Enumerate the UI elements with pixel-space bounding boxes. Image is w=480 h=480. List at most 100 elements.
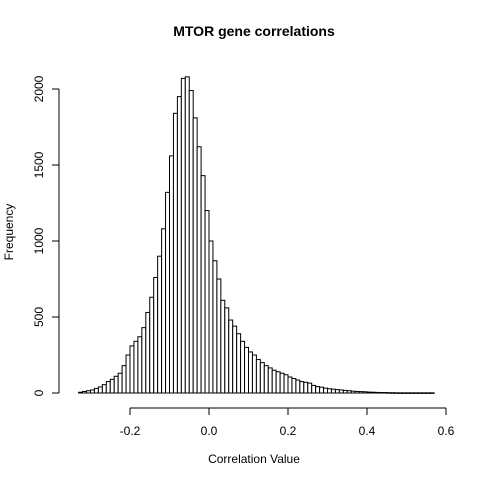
histogram-bar (97, 386, 103, 394)
histogram-bar (386, 392, 392, 394)
histogram-bar (417, 392, 423, 394)
chart-title: MTOR gene correlations (173, 23, 335, 39)
histogram-bar (129, 345, 135, 394)
y-axis-label: Frequency (2, 204, 16, 261)
histogram-bar (200, 175, 206, 394)
histogram-bar (394, 392, 400, 394)
histogram-bar (259, 362, 265, 394)
x-tick-label: 0.2 (280, 424, 297, 438)
histogram-bar (406, 392, 411, 394)
histogram-bar (212, 260, 218, 394)
histogram-bar (327, 388, 332, 394)
histogram-bar (78, 391, 84, 394)
histogram-bar (382, 392, 388, 394)
histogram-bar (346, 390, 352, 394)
y-tick-label: 1000 (32, 227, 46, 254)
histogram-bar (236, 333, 242, 394)
histogram-bar (232, 325, 238, 394)
histogram-bar (240, 340, 246, 394)
histogram-bar (248, 351, 253, 394)
histogram-bar (157, 255, 163, 394)
histogram-bar (90, 389, 95, 394)
histogram-bar (413, 392, 419, 394)
histogram-bar (109, 378, 115, 394)
histogram-bar (323, 387, 328, 394)
histogram-bar (255, 359, 261, 394)
histogram-bar (279, 372, 285, 394)
histogram-bar (113, 375, 119, 394)
histogram-bar (196, 146, 202, 394)
histogram-bar (204, 210, 210, 394)
histogram-bar (125, 354, 131, 394)
histogram-bar (165, 191, 171, 394)
histogram-bar (342, 389, 348, 394)
histogram-bar (334, 389, 340, 394)
histogram-bar (161, 228, 167, 394)
histogram-bar (216, 278, 222, 394)
histogram-bar (287, 376, 293, 394)
histogram-bar (378, 392, 384, 394)
histogram-bar (145, 311, 151, 394)
histogram-bar (307, 382, 313, 394)
histogram-bar (244, 346, 250, 394)
histogram-bar (224, 307, 230, 394)
histogram-bar (370, 391, 376, 394)
x-axis-label: Correlation Value (208, 452, 300, 466)
histogram-bar (208, 240, 214, 394)
histogram-bar (299, 381, 305, 394)
histogram-bar (409, 392, 415, 394)
histogram-bar (421, 392, 427, 394)
histogram-bar (133, 340, 139, 394)
histogram-bar (283, 374, 289, 394)
histogram-bar (137, 336, 143, 394)
x-tick-label: 0.4 (359, 424, 376, 438)
histogram-bar (319, 386, 325, 394)
histogram-bar (86, 390, 92, 394)
histogram-bar (362, 391, 368, 394)
histogram-bar (315, 386, 321, 394)
histogram-bar (121, 365, 127, 394)
y-axis: 0 500 1000 1500 2000 (32, 75, 60, 396)
histogram-bar (358, 391, 364, 394)
histogram-bar (330, 388, 336, 394)
histogram-bar (295, 379, 301, 394)
histogram-bar (291, 378, 297, 394)
histogram-bar (220, 299, 226, 394)
histogram-bar (398, 392, 404, 394)
histogram-bar (374, 391, 380, 394)
x-tick-label: 0.0 (201, 424, 218, 438)
histogram-bar (390, 392, 396, 394)
histogram-bar (105, 381, 111, 394)
histogram-bar (172, 112, 178, 394)
y-tick-label: 1500 (32, 151, 46, 178)
histogram-bar (350, 390, 356, 394)
histogram-bar (251, 354, 257, 394)
histogram-bar (267, 367, 273, 394)
histogram-bar (192, 117, 198, 394)
histogram-bar (366, 391, 372, 394)
x-tick-label: -0.2 (120, 424, 141, 438)
histogram-bar (180, 77, 186, 394)
y-tick-label: 500 (32, 307, 46, 327)
histogram-bar (117, 372, 123, 394)
x-axis: -0.2 0.0 0.2 0.4 0.6 (120, 407, 455, 438)
histogram-bar (271, 369, 277, 394)
histogram-bar (402, 392, 407, 394)
histogram-bar (311, 384, 317, 394)
histogram-bar (141, 327, 147, 394)
histogram-bar (184, 76, 190, 394)
histogram-bar (303, 381, 309, 394)
histogram-bar (263, 365, 269, 394)
histogram-bar (275, 371, 281, 394)
histogram-bar (228, 319, 234, 394)
histogram-bars (78, 76, 435, 394)
histogram-bar (169, 155, 174, 394)
histogram-bar (153, 276, 159, 394)
histogram-bar (338, 389, 344, 394)
histogram-bar (425, 392, 431, 394)
y-tick-label: 2000 (32, 75, 46, 102)
x-tick-label: 0.6 (438, 424, 455, 438)
y-tick-label: 0 (32, 389, 46, 396)
histogram-bar (149, 296, 155, 394)
